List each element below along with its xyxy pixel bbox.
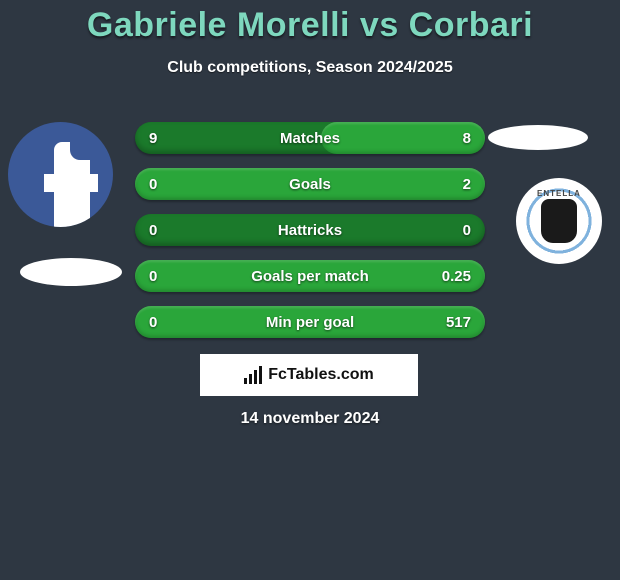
bars-logo-icon bbox=[244, 366, 262, 384]
stat-value-right: 2 bbox=[463, 176, 471, 193]
stat-value-left: 0 bbox=[149, 222, 157, 239]
stat-value-left: 9 bbox=[149, 130, 157, 147]
stat-row: 0 Goals 2 bbox=[135, 168, 485, 200]
stats-bars: 9 Matches 8 0 Goals 2 0 Hattricks 0 0 Goals per ma… bbox=[135, 122, 485, 352]
player-right-flag bbox=[488, 125, 588, 150]
attribution-text: FcTables.com bbox=[268, 366, 374, 384]
stat-row: 0 Goals per match 0.25 bbox=[135, 260, 485, 292]
stat-label: Goals bbox=[289, 176, 331, 193]
player-left-photo bbox=[8, 122, 113, 227]
player-left-flag bbox=[20, 258, 122, 286]
club-badge-mascot-icon bbox=[541, 199, 577, 243]
page-title: Gabriele Morelli vs Corbari bbox=[0, 0, 620, 45]
stat-value-right: 8 bbox=[463, 130, 471, 147]
stat-row: 9 Matches 8 bbox=[135, 122, 485, 154]
player-right-club-badge: ENTELLA bbox=[516, 178, 602, 264]
stat-value-left: 0 bbox=[149, 268, 157, 285]
comparison-card: Gabriele Morelli vs Corbari Club competi… bbox=[0, 0, 620, 580]
stat-value-right: 0.25 bbox=[442, 268, 471, 285]
stat-value-left: 0 bbox=[149, 176, 157, 193]
stat-label: Hattricks bbox=[278, 222, 342, 239]
stat-label: Matches bbox=[280, 130, 340, 147]
attribution-badge: FcTables.com bbox=[200, 354, 418, 396]
stat-value-right: 517 bbox=[446, 314, 471, 331]
stat-row: 0 Min per goal 517 bbox=[135, 306, 485, 338]
page-subtitle: Club competitions, Season 2024/2025 bbox=[0, 59, 620, 77]
stat-label: Min per goal bbox=[266, 314, 354, 331]
stat-value-right: 0 bbox=[463, 222, 471, 239]
stat-value-left: 0 bbox=[149, 314, 157, 331]
date-stamp: 14 november 2024 bbox=[0, 410, 620, 428]
stat-row: 0 Hattricks 0 bbox=[135, 214, 485, 246]
club-badge-text: ENTELLA bbox=[523, 189, 595, 198]
stat-row-fill bbox=[321, 122, 486, 154]
stat-label: Goals per match bbox=[251, 268, 369, 285]
